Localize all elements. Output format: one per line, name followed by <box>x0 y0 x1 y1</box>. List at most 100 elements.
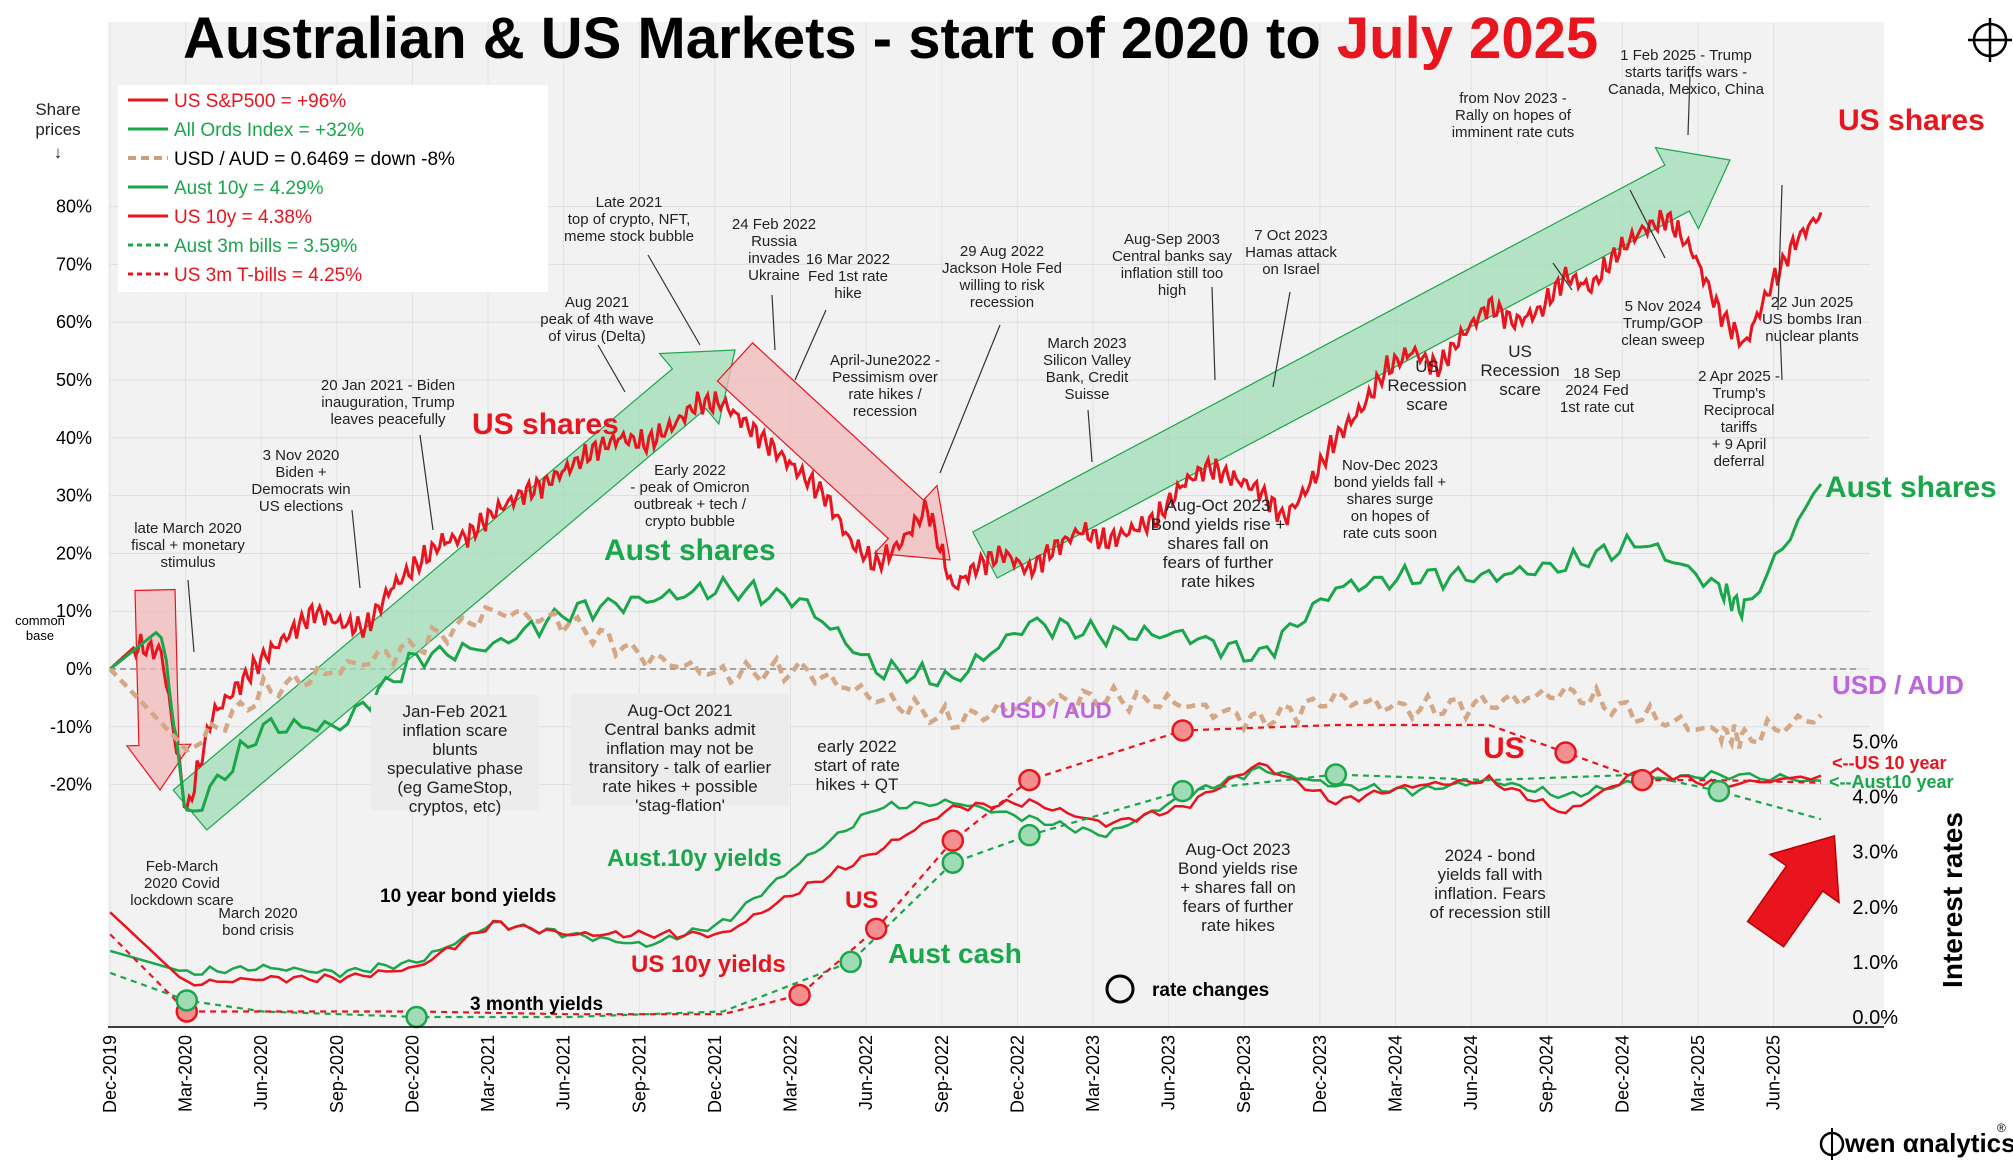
boxed-note-line: blunts <box>432 740 477 759</box>
x-tick-label: Dec-2023 <box>1310 1035 1330 1113</box>
legend-label: Aust 3m bills = 3.59% <box>174 236 357 257</box>
legend-label: US 3m T-bills = 4.25% <box>174 265 362 286</box>
rate-change-markers <box>175 719 1731 1029</box>
usd-aud-right-label: USD / AUD <box>1832 670 1964 700</box>
annotation-line: 16 Mar 2022 <box>806 251 890 268</box>
annotation-pointer <box>187 579 195 653</box>
chart-title: Australian & US Markets - start of 2020 … <box>183 6 1598 71</box>
annotation-line: Aug-Oct 2023 <box>1166 496 1271 515</box>
left-tick-label: 80% <box>56 197 92 217</box>
annotation-line: Biden + <box>275 464 327 481</box>
us-shares-label: US shares <box>472 408 619 441</box>
brand-name: wen αnalytics <box>1844 1128 2013 1158</box>
series-line-usd-aud <box>108 604 1823 754</box>
annotation-line: Early 2022 <box>654 462 726 479</box>
annotation-line: imminent rate cuts <box>1452 124 1575 141</box>
right-tick-label: 4.0% <box>1852 787 1898 809</box>
annotation-pointer <box>1687 74 1691 136</box>
boxed-note-line: Central banks admit <box>604 720 755 739</box>
annotation-line: Recession <box>1387 376 1466 395</box>
annotation-pointer <box>1779 329 1783 381</box>
legend-label: US S&P500 = +96% <box>174 91 346 112</box>
annotation-line: Bond yields rise <box>1178 859 1298 878</box>
x-tick-label: Mar-2024 <box>1385 1035 1405 1112</box>
us-10-year-right-label: <--US 10 year <box>1832 753 1947 773</box>
annotation-line: Trump's <box>1712 385 1765 402</box>
annotation-line: Aug-Sep 2003 <box>1124 231 1220 248</box>
left-tick-label: 60% <box>56 312 92 332</box>
x-tick-label: Dec-2024 <box>1612 1035 1632 1113</box>
annotation-line: meme stock bubble <box>564 228 694 245</box>
rate-change-marker <box>1707 779 1731 803</box>
series-line-aust-3m-bills <box>109 773 1822 1019</box>
annotation-line: stimulus <box>160 554 215 571</box>
annotation-line: scare <box>1406 395 1448 414</box>
annotation-pointer <box>647 254 701 346</box>
annotation-line: clean sweep <box>1621 332 1704 349</box>
aust-cash-label: Aust cash <box>888 938 1022 969</box>
annotation-line: Fed 1st rate <box>808 268 888 285</box>
annotation-line: crypto bubble <box>645 513 735 530</box>
annotation-line: bond yields fall + <box>1334 474 1446 491</box>
annotation-line: Trump/GOP <box>1623 315 1703 332</box>
annotation-line: fears of further <box>1163 553 1274 572</box>
left-axis-title-arrow: ↓ <box>54 143 63 162</box>
annotation-line: Reciprocal <box>1704 402 1775 419</box>
annotation-pointer <box>351 509 361 589</box>
rate-change-marker <box>941 829 965 852</box>
x-tick-label: Dec-2022 <box>1007 1035 1027 1113</box>
annotation-line: hike <box>834 285 862 302</box>
annotation-pointer <box>1552 262 1573 291</box>
annotation-line: of recession still <box>1430 903 1551 922</box>
crosshair-icon <box>1968 18 2012 62</box>
annotation-line: 18 Sep <box>1573 365 1621 382</box>
annotation-line: Hamas attack <box>1245 244 1337 261</box>
annotation-pointer <box>1777 184 1783 311</box>
annotation-line: March 2023 <box>1047 335 1126 352</box>
annotation-line: Silicon Valley <box>1043 352 1132 369</box>
annotation-line: US bombs Iran <box>1762 311 1862 328</box>
boxed-note-line: Jan-Feb 2021 <box>403 702 508 721</box>
x-tick-label: Sep-2024 <box>1537 1035 1557 1113</box>
rate-change-marker <box>1018 768 1041 792</box>
right-axis-title: Interest rates <box>1937 812 1968 988</box>
annotation-line: peak of 4th wave <box>540 311 653 328</box>
aust-shares-right-label: Aust shares <box>1825 471 1997 504</box>
boxed-note-line: (eg GameStop, <box>397 778 512 797</box>
annotation-line: outbreak + tech / <box>634 496 747 513</box>
annotation-line: on hopes of <box>1351 508 1430 525</box>
x-tick-label: Dec-2019 <box>100 1035 120 1113</box>
boxed-note-line: inflation scare <box>403 721 508 740</box>
boxed-note-line: speculative phase <box>387 759 523 778</box>
annotation-line: 7 Oct 2023 <box>1254 227 1327 244</box>
brand-logo: wen αnalytics ® <box>1819 1121 2013 1160</box>
boxed-note-line: 'stag-flation' <box>635 796 725 815</box>
annotation-line: 1st rate cut <box>1560 399 1635 416</box>
annotation-line: hikes + QT <box>816 775 899 794</box>
common-base-label-2: base <box>26 628 54 643</box>
legend-box <box>118 85 548 292</box>
aust-shares-label: Aust shares <box>604 534 776 567</box>
x-tick-label: Jun-2024 <box>1461 1035 1481 1110</box>
annotation-line: Bond yields rise + <box>1151 515 1286 534</box>
annotation-line: inauguration, Trump <box>321 394 454 411</box>
annotation-pointer <box>1211 286 1216 381</box>
right-tick-label: 3.0% <box>1852 842 1898 864</box>
series-line-us-s-p500 <box>109 209 1823 811</box>
annotation-line: Canada, Mexico, China <box>1608 81 1765 98</box>
annotation-line: 1 Feb 2025 - Trump <box>1620 47 1752 64</box>
annotation-line: 29 Aug 2022 <box>960 243 1044 260</box>
x-tick-label: Mar-2022 <box>781 1035 801 1112</box>
annotation-pointers <box>187 74 1783 653</box>
annotation-line: 22 Jun 2025 <box>1771 294 1854 311</box>
